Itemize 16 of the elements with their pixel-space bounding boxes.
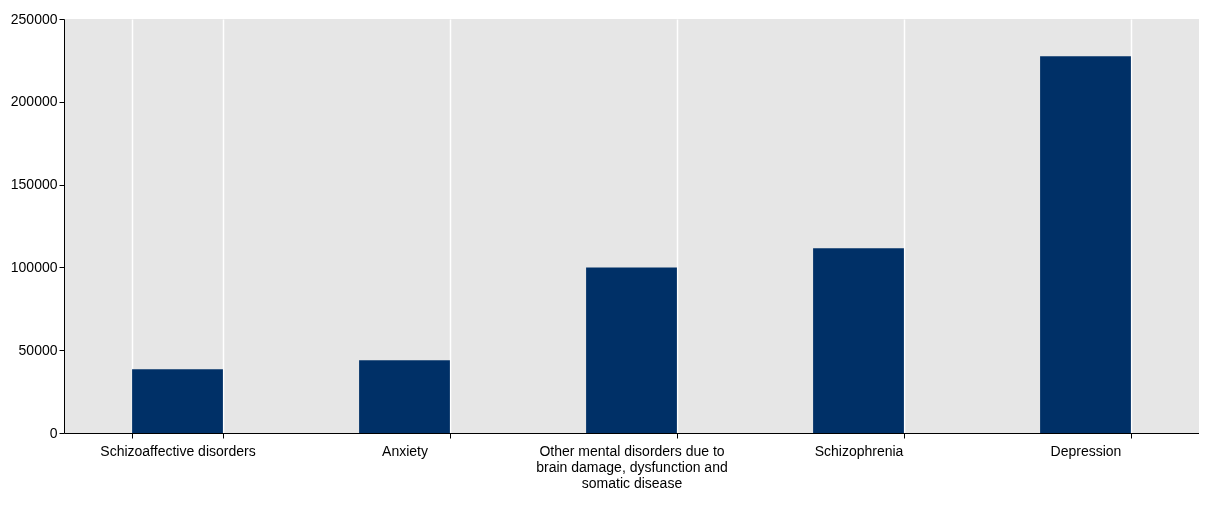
y-tick-label: 200000 (10, 93, 58, 110)
x-tick-label: Schizoaffective disorders (100, 442, 256, 459)
bar (586, 267, 677, 433)
y-tick-label: 50000 (18, 341, 58, 358)
y-tick-label: 0 (49, 424, 58, 441)
bar (813, 248, 904, 433)
x-tick-label: Depression (1050, 442, 1122, 459)
x-tick-label: Other mental disorders due to brain damage, dysfunction and somatic disease (536, 442, 728, 491)
y-tick-label: 100000 (10, 258, 58, 275)
x-tick-label: Anxiety (382, 442, 428, 459)
bar (1040, 56, 1131, 433)
y-tick-label: 150000 (10, 176, 58, 193)
y-tick-label: 250000 (10, 10, 58, 27)
bar (359, 360, 450, 433)
bar (132, 369, 223, 433)
x-tick-label: Schizophrenia (814, 442, 904, 459)
